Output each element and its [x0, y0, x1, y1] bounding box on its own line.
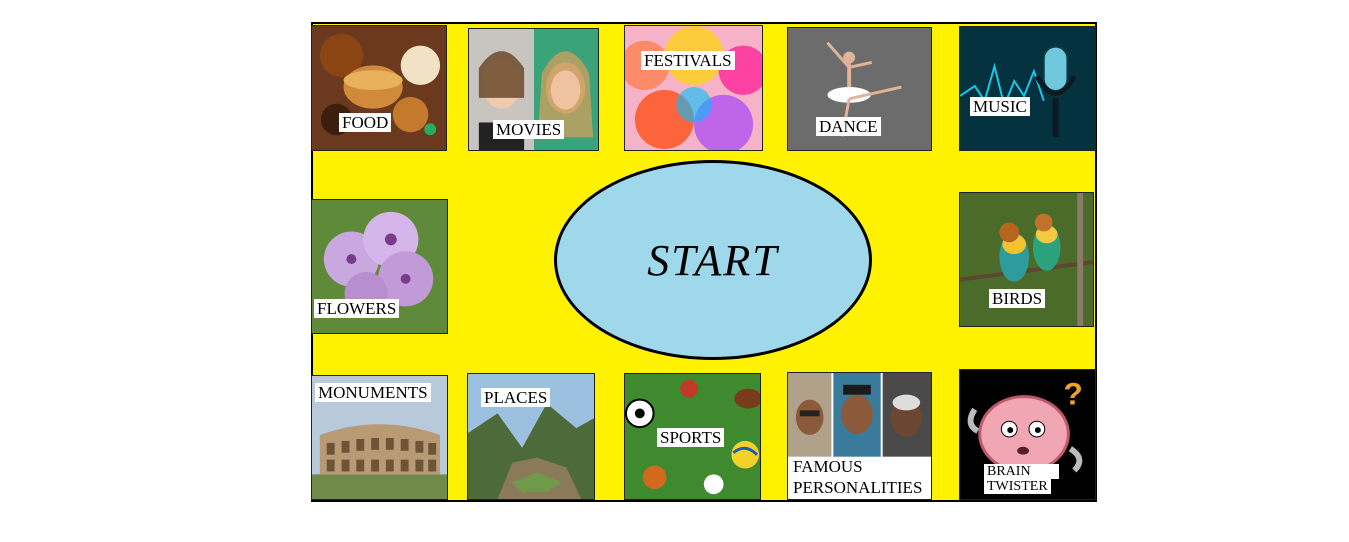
tile-sports-label: SPORTS: [657, 428, 725, 447]
start-label: START: [647, 235, 779, 285]
tile-dance[interactable]: DANCE: [787, 27, 932, 151]
tile-festivals[interactable]: FESTIVALS: [624, 25, 763, 151]
tile-famous-label-line2: PERSONALITIES: [790, 478, 926, 497]
tile-brain-label-line2: TWISTER: [984, 479, 1051, 494]
tile-festivals-label: FESTIVALS: [641, 51, 735, 70]
tile-birds[interactable]: BIRDS: [959, 192, 1094, 327]
tile-famous-personalities[interactable]: FAMOUS PERSONALITIES: [787, 372, 932, 500]
tile-famous-label-line1: FAMOUS: [790, 457, 931, 476]
tile-music[interactable]: MUSIC: [959, 26, 1096, 151]
tile-places-label: PLACES: [481, 388, 551, 407]
tile-monuments[interactable]: MONUMENTS: [311, 375, 448, 500]
tile-monuments-label: MONUMENTS: [315, 383, 431, 402]
tile-places[interactable]: PLACES: [467, 373, 595, 500]
tile-sports[interactable]: SPORTS: [624, 373, 761, 500]
festival-icon: [625, 26, 762, 150]
tile-movies[interactable]: MOVIES: [468, 28, 599, 151]
tile-flowers-label: FLOWERS: [314, 299, 400, 318]
tile-flowers[interactable]: FLOWERS: [311, 199, 448, 334]
tile-food[interactable]: FOOD: [311, 25, 447, 151]
tile-brain-label-line1: BRAIN: [984, 464, 1059, 479]
svg-text:?: ?: [1063, 375, 1082, 411]
tile-food-label: FOOD: [339, 113, 392, 132]
tile-brain-twister[interactable]: ? BRAIN TWISTER: [959, 369, 1096, 500]
microphone-icon: [960, 27, 1095, 150]
tile-music-label: MUSIC: [970, 97, 1030, 116]
tile-dance-label: DANCE: [816, 117, 881, 136]
tile-movies-label: MOVIES: [493, 120, 565, 139]
bird-icon: [960, 193, 1093, 326]
start-button[interactable]: START: [554, 160, 872, 360]
tile-birds-label: BIRDS: [989, 289, 1046, 308]
